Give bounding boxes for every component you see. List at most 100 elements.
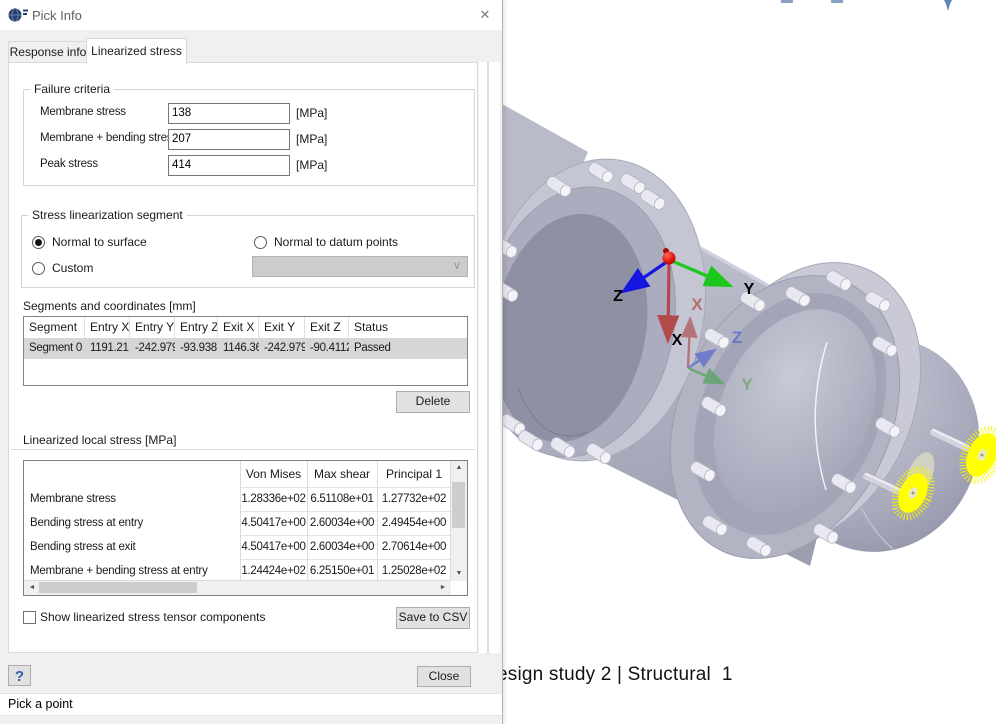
- cell: Passed: [354, 342, 391, 354]
- scroll-up-icon[interactable]: ▲: [455, 464, 463, 471]
- col-header: Entry X: [85, 317, 130, 338]
- cell: 2.60034e+00: [309, 541, 375, 553]
- radio-normal-to-surface[interactable]: [32, 236, 45, 249]
- close-button[interactable]: Close: [417, 666, 471, 687]
- pick-info-dialog: Pick Info ✕ Response info Linearized str…: [0, 0, 503, 724]
- row-label: Membrane stress: [30, 493, 116, 505]
- clipped-pin-icon: [944, 0, 952, 11]
- col-header: Max shear: [313, 467, 371, 481]
- radio-label[interactable]: Normal to datum points: [274, 235, 399, 249]
- row-label: Bending stress at entry: [30, 517, 144, 529]
- result-axis-z-label: Z: [732, 328, 742, 347]
- peak-stress-input[interactable]: [168, 155, 290, 176]
- delete-button[interactable]: Delete: [396, 391, 470, 413]
- scroll-down-icon[interactable]: ▼: [455, 570, 463, 577]
- dialog-right-margin: [479, 62, 500, 653]
- segments-table-header: Segment Entry X Entry Y Entry Z Exit X E…: [24, 317, 467, 338]
- cell: 6.51108e+01: [310, 493, 374, 505]
- load-disc-icon: [959, 425, 996, 485]
- cell: 2.60034e+00: [309, 517, 375, 529]
- scrollbar-thumb[interactable]: [39, 582, 197, 593]
- row-label: Bending stress at exit: [30, 541, 136, 553]
- tab-response-info[interactable]: Response info: [8, 41, 88, 64]
- pick-point-triad: Z Y X: [613, 248, 755, 349]
- cell: 2.49454e+00: [381, 517, 447, 529]
- radio-label[interactable]: Custom: [52, 261, 94, 275]
- scroll-right-icon[interactable]: ►: [439, 584, 447, 591]
- pick-axis-x-label: X: [672, 332, 683, 349]
- dialog-titlebar[interactable]: Pick Info ✕: [0, 0, 502, 30]
- cell: 2.70614e+00: [381, 541, 447, 553]
- cell: 4.50417e+00: [241, 541, 306, 553]
- unit-label: [MPa]: [296, 158, 328, 172]
- unit-label: [MPa]: [296, 106, 328, 120]
- unit-label: [MPa]: [296, 132, 328, 146]
- cell: 1.24424e+02: [241, 565, 306, 577]
- radio-custom[interactable]: [32, 262, 45, 275]
- segments-table-title: Segments and coordinates [mm]: [23, 299, 196, 313]
- help-button[interactable]: ?: [8, 665, 31, 686]
- col-header: Entry Z: [175, 317, 218, 338]
- pick-point: [662, 251, 676, 265]
- cell: 1146.36: [223, 342, 259, 354]
- col-header: Exit Y: [259, 317, 305, 338]
- table-row[interactable]: Segment 0 1191.21 -242.979 -93.938 1146.…: [24, 338, 467, 359]
- cell: 4.50417e+00: [241, 517, 306, 529]
- col-header: Principal 1: [385, 467, 443, 481]
- field-label: Membrane + bending stress: [40, 132, 178, 144]
- tab-linearized-stress[interactable]: Linearized stress: [86, 38, 187, 64]
- table-row[interactable]: Bending stress at entry 4.50417e+00 2.60…: [24, 511, 467, 535]
- membrane-bending-stress-input[interactable]: [168, 129, 290, 150]
- close-icon[interactable]: ✕: [479, 7, 491, 22]
- horizontal-scrollbar[interactable]: ◄ ►: [24, 580, 451, 595]
- cell: 1.25028e+02: [381, 565, 447, 577]
- pressure-vessel-model: [480, 100, 996, 566]
- scroll-left-icon[interactable]: ◄: [28, 584, 36, 591]
- show-tensor-label: Show linearized stress tensor components: [40, 610, 266, 624]
- segments-table[interactable]: Segment Entry X Entry Y Entry Z Exit X E…: [23, 316, 468, 386]
- membrane-stress-input[interactable]: [168, 103, 290, 124]
- divider: [11, 449, 476, 450]
- cell: 1.27732e+02: [381, 493, 447, 505]
- study-caption: esign study 2 | Structural 1: [497, 664, 733, 685]
- scrollbar-thumb[interactable]: [452, 482, 465, 528]
- radio-label[interactable]: Normal to surface: [52, 235, 147, 249]
- group-title: Stress linearization segment: [28, 208, 187, 222]
- cell: 1.28336e+02: [241, 493, 306, 505]
- col-header: Exit X: [218, 317, 259, 338]
- clipped-toolbar-icon-fragments: [781, 0, 952, 11]
- stress-table[interactable]: Von Mises Max shear Principal 1 Membrane…: [23, 460, 468, 596]
- result-axis-x-label: X: [691, 295, 703, 314]
- segment-group: Stress linearization segment Normal to s…: [21, 208, 475, 288]
- show-tensor-checkbox[interactable]: [23, 611, 36, 624]
- col-header: Von Mises: [245, 467, 302, 481]
- table-row[interactable]: Bending stress at exit 4.50417e+00 2.600…: [24, 535, 467, 559]
- pick-axis-y-label: Y: [744, 281, 755, 298]
- field-label: Membrane stress: [40, 106, 126, 118]
- linearized-stress-panel: Failure criteria Membrane stress [MPa] M…: [8, 62, 478, 653]
- cell: Segment 0: [29, 342, 82, 354]
- custom-segment-dropdown[interactable]: ∨: [252, 256, 468, 277]
- radio-normal-to-datum[interactable]: [254, 236, 267, 249]
- table-row[interactable]: Membrane stress 1.28336e+02 6.51108e+01 …: [24, 487, 467, 511]
- cell: 1191.21: [90, 342, 129, 354]
- cell: -242.979: [264, 342, 305, 354]
- dialog-title: Pick Info: [32, 8, 82, 23]
- pick-info-icon: [8, 8, 28, 22]
- status-text: Pick a point: [8, 697, 73, 711]
- group-title: Failure criteria: [30, 82, 115, 96]
- table-row[interactable]: Membrane + bending stress at entry 1.244…: [24, 559, 467, 583]
- vessel-bore: [492, 213, 648, 443]
- result-axis-y-label: Y: [741, 375, 753, 394]
- vertical-scrollbar[interactable]: ▲ ▼: [450, 461, 467, 581]
- result-csys-triad: X Z Y: [680, 295, 753, 394]
- specular-highlight: [814, 341, 828, 491]
- failure-criteria-group: Failure criteria Membrane stress [MPa] M…: [23, 82, 475, 186]
- col-header: Exit Z: [305, 317, 349, 338]
- pick-axis-z-label: Z: [613, 288, 623, 305]
- row-label: Membrane + bending stress at entry: [30, 565, 208, 577]
- load-pins: [862, 427, 971, 497]
- save-to-csv-button[interactable]: Save to CSV: [396, 607, 470, 629]
